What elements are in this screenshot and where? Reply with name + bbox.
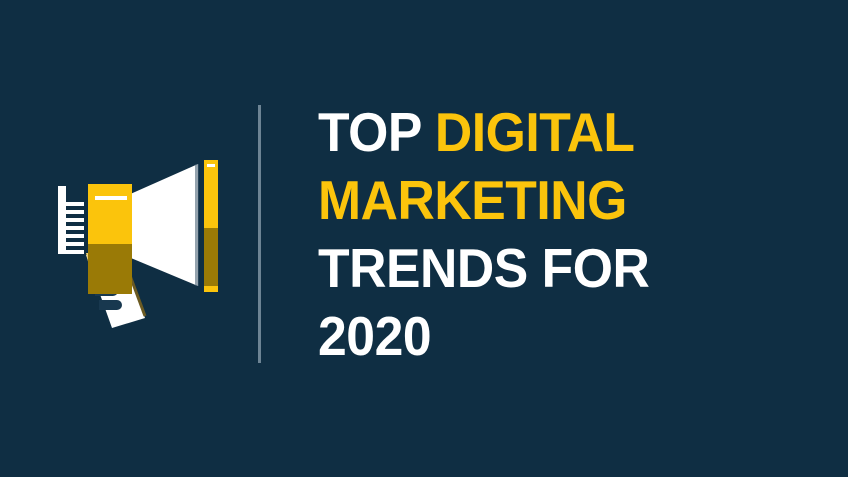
- headline-line-2: MARKETING: [318, 166, 788, 234]
- headline-digital-word: DIGITAL: [434, 101, 635, 163]
- headline-line-4: 2020: [318, 302, 788, 370]
- page-title: TOP DIGITAL MARKETING TRENDS FOR 2020: [318, 98, 818, 370]
- megaphone-body-shadow-icon: [88, 244, 132, 294]
- headline-line-1: TOP DIGITAL: [318, 98, 788, 166]
- headline-year: 2020: [318, 305, 432, 367]
- headline-marketing-word: MARKETING: [318, 169, 627, 231]
- headline-top-word: TOP: [318, 101, 435, 163]
- megaphone-rim-icon: [204, 160, 218, 292]
- headline-trends-for-words: TRENDS FOR: [318, 237, 650, 299]
- megaphone-grille-icon: [58, 186, 84, 254]
- vertical-divider: [258, 105, 261, 363]
- headline-line-3: TRENDS FOR: [318, 234, 788, 302]
- megaphone-body-highlight-icon: [95, 196, 127, 200]
- megaphone-icon: [40, 150, 240, 335]
- megaphone-cone-icon: [126, 164, 198, 286]
